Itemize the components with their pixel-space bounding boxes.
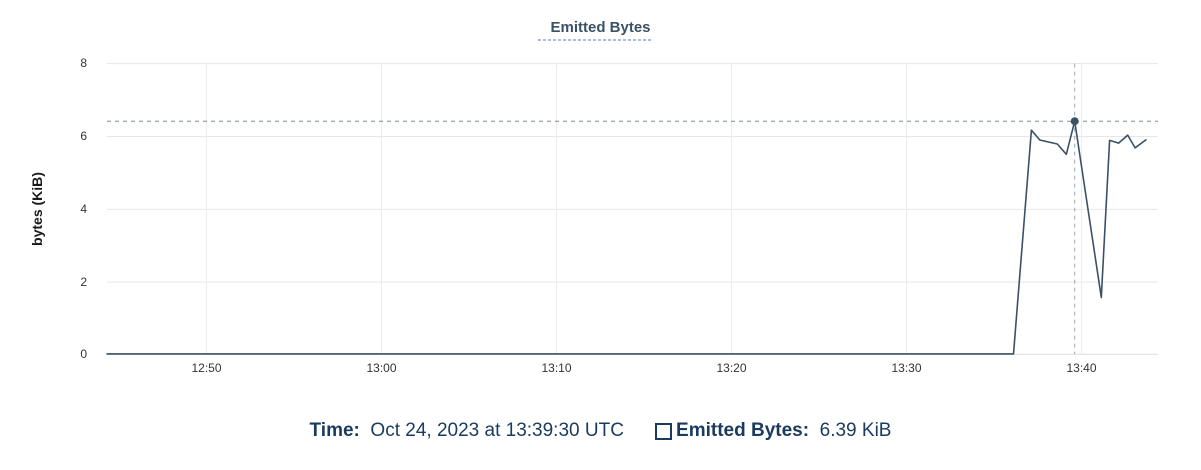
svg-text:4: 4 [80, 202, 87, 216]
svg-text:2: 2 [80, 275, 87, 289]
svg-text:8: 8 [80, 56, 87, 70]
svg-text:6: 6 [80, 129, 87, 143]
svg-text:13:30: 13:30 [891, 361, 921, 375]
svg-text:13:00: 13:00 [366, 361, 396, 375]
svg-text:12:50: 12:50 [191, 361, 221, 375]
svg-text:13:40: 13:40 [1066, 361, 1096, 375]
svg-text:0: 0 [80, 347, 87, 361]
svg-text:13:20: 13:20 [716, 361, 746, 375]
svg-text:13:10: 13:10 [541, 361, 571, 375]
